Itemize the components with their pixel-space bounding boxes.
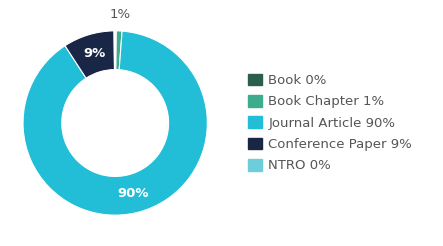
Text: 9%: 9%: [83, 47, 105, 60]
Legend: Book 0%, Book Chapter 1%, Journal Article 90%, Conference Paper 9%, NTRO 0%: Book 0%, Book Chapter 1%, Journal Articl…: [249, 74, 412, 172]
Wedge shape: [23, 31, 207, 215]
Wedge shape: [116, 31, 122, 70]
Text: 90%: 90%: [117, 187, 149, 200]
Wedge shape: [114, 31, 115, 70]
Wedge shape: [115, 31, 117, 70]
Text: 1%: 1%: [109, 8, 131, 21]
Wedge shape: [65, 31, 114, 78]
